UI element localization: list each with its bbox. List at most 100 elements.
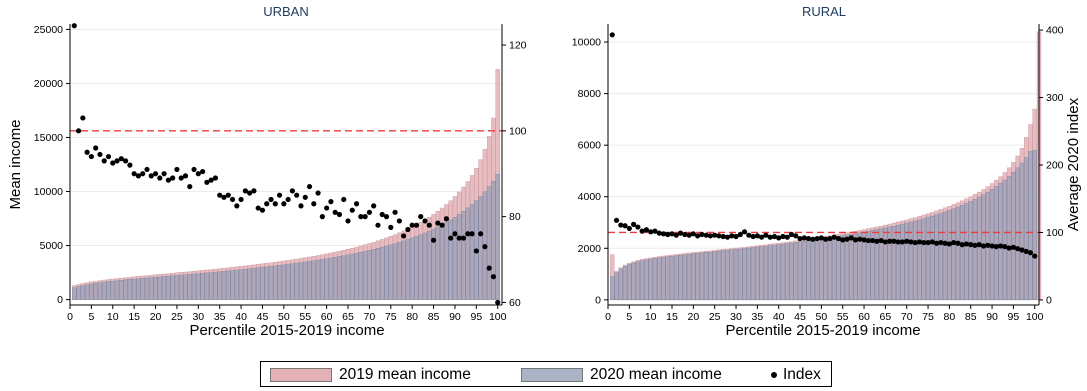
index-point — [93, 145, 99, 151]
bar-2020 — [401, 240, 406, 300]
bar-2020 — [294, 262, 299, 300]
x-tick-label: 40 — [235, 311, 247, 323]
legend-label-index: Index — [783, 366, 821, 383]
index-point — [238, 196, 244, 203]
index-point — [452, 231, 458, 237]
bar-2020 — [913, 220, 918, 301]
bar-2020 — [686, 254, 692, 301]
index-point — [315, 190, 321, 196]
bar-2020 — [315, 259, 321, 300]
bar-2020 — [127, 279, 133, 300]
index-point — [426, 222, 432, 228]
index-point — [921, 239, 927, 246]
legend-item-2019: 2019 mean income — [270, 365, 471, 385]
bar-2020 — [738, 248, 743, 301]
bar-2020 — [900, 223, 905, 301]
index-point — [358, 214, 364, 220]
index-point — [332, 209, 338, 215]
bar-2020 — [478, 196, 483, 300]
bar-2020 — [904, 222, 909, 301]
index-point — [118, 156, 124, 162]
bar-2020 — [1011, 172, 1016, 301]
index-point — [268, 196, 274, 203]
x-tick-label: 20 — [688, 311, 700, 323]
bar-2020 — [665, 256, 670, 301]
x-tick-label: 40 — [773, 311, 785, 323]
bar-2020 — [131, 278, 137, 300]
index-point — [341, 196, 347, 203]
index-point — [345, 218, 351, 224]
index-point — [652, 228, 658, 234]
index-point — [272, 201, 278, 207]
index-point — [887, 238, 893, 244]
bar-2020 — [887, 226, 892, 301]
index-point — [741, 229, 748, 235]
index-point — [422, 218, 428, 224]
x-tick-label: 15 — [666, 311, 678, 323]
x-tick-label: 25 — [709, 311, 721, 323]
bar-2020 — [789, 242, 794, 301]
bar-2020 — [362, 251, 368, 300]
bar-2020 — [487, 186, 492, 300]
bar-2020 — [716, 250, 722, 301]
bar-2020 — [170, 275, 175, 300]
index-point — [187, 183, 193, 190]
index-point — [242, 188, 248, 194]
index-point — [882, 239, 888, 245]
bar-2020 — [827, 237, 833, 301]
bar-2020 — [439, 224, 445, 300]
bar-2020 — [303, 261, 308, 300]
index-point — [456, 235, 462, 241]
y-tick-label: 10000 — [572, 37, 601, 49]
bar-2020 — [102, 281, 107, 300]
index-point — [123, 158, 129, 164]
index-point — [754, 233, 760, 239]
bar-2020 — [226, 270, 231, 300]
bar-2020 — [998, 183, 1003, 301]
index-point — [405, 226, 411, 233]
bar-2020 — [204, 272, 210, 300]
index-point — [324, 205, 330, 211]
index-point — [626, 225, 632, 232]
index-point — [805, 235, 812, 242]
bar-2020 — [960, 205, 965, 301]
bar-2020 — [908, 221, 914, 301]
bar-2020 — [955, 206, 961, 301]
x-tick-label: 55 — [837, 311, 849, 323]
index-point — [968, 242, 974, 248]
x-tick-label: 70 — [901, 311, 913, 323]
bar-2020 — [495, 174, 500, 300]
bar-2020 — [994, 186, 999, 301]
index-point — [465, 231, 471, 237]
index-point — [750, 233, 756, 240]
index-point — [631, 221, 637, 227]
index-point — [217, 192, 223, 198]
index-point — [328, 199, 334, 205]
bar-2020 — [285, 264, 291, 300]
bar-2020 — [268, 266, 274, 300]
index-point — [276, 192, 283, 198]
bar-2020 — [405, 239, 411, 300]
index-point — [861, 237, 867, 243]
index-point — [951, 239, 957, 246]
bar-2020 — [639, 260, 645, 301]
index-point — [208, 177, 214, 183]
bar-2020 — [311, 260, 316, 300]
index-point — [759, 234, 765, 240]
x-tick-label: 50 — [278, 311, 290, 323]
index-point — [353, 201, 360, 207]
index-point — [639, 228, 645, 234]
bar-2020 — [247, 268, 252, 300]
index-point — [418, 214, 424, 220]
bar-2020 — [422, 232, 428, 300]
index-point — [942, 240, 948, 246]
bar-2020 — [277, 265, 282, 300]
y2-tick-label: 100 — [1046, 227, 1064, 239]
index-point — [255, 205, 261, 211]
index-point — [912, 239, 918, 246]
y2-tick-label: 120 — [509, 40, 527, 52]
index-point — [448, 235, 454, 241]
index-point — [980, 243, 987, 249]
index-point — [899, 239, 906, 245]
